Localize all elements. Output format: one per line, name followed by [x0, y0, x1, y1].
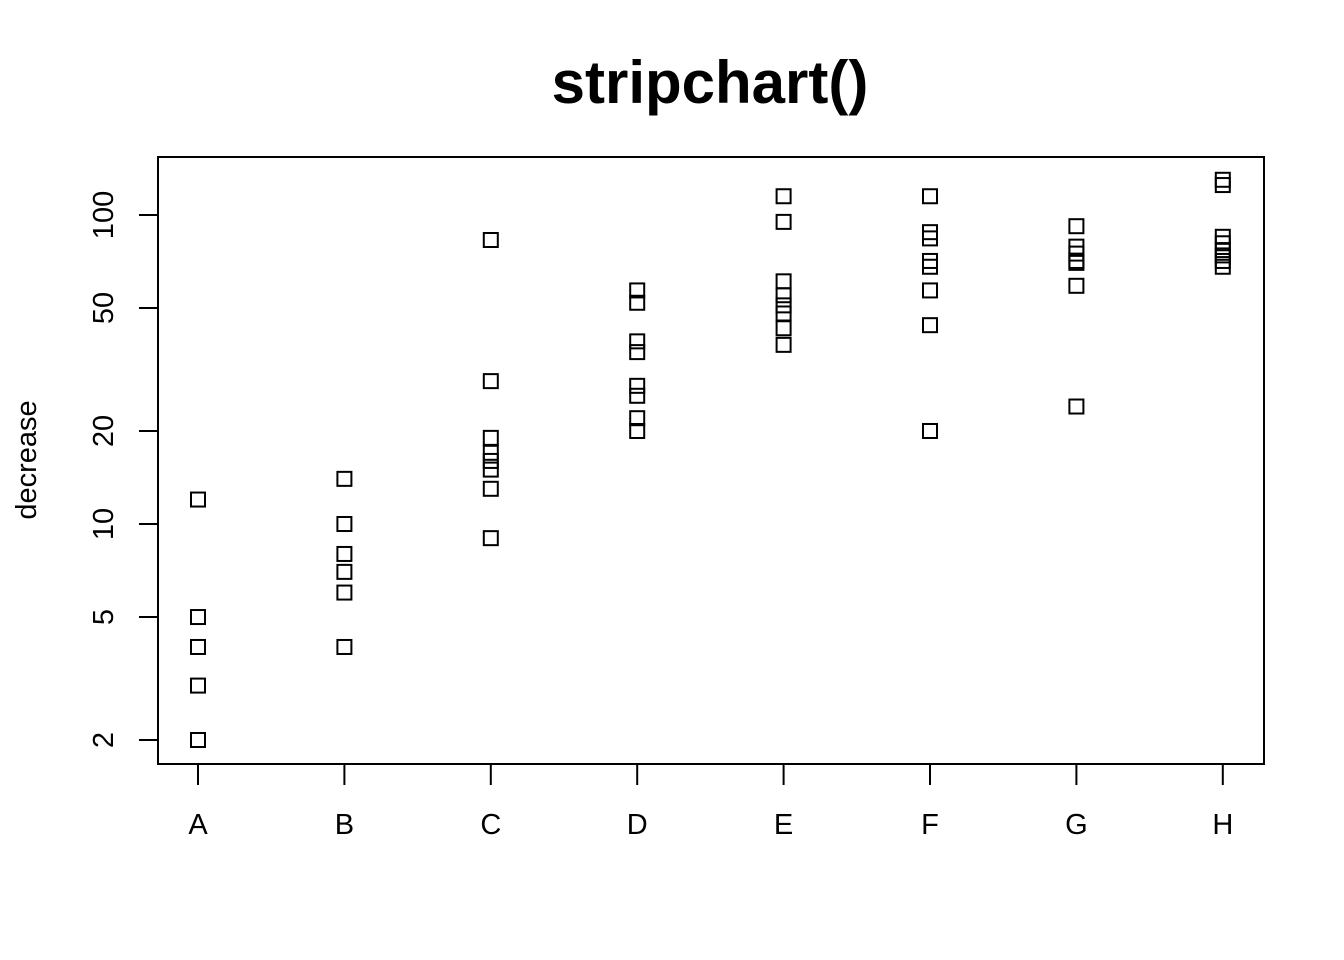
x-tick-label: E — [774, 809, 793, 841]
data-point — [629, 422, 646, 439]
x-tick-label: A — [188, 809, 208, 841]
x-tick-label: C — [480, 809, 501, 841]
data-point — [190, 609, 206, 626]
data-point — [1068, 218, 1085, 235]
x-axis: A B C D E F G H — [188, 764, 1233, 841]
data-point — [1214, 252, 1231, 269]
data-point — [1214, 171, 1231, 188]
data-point — [190, 491, 206, 508]
x-tick-label: G — [1065, 809, 1088, 841]
chart-title: stripchart() — [552, 49, 869, 116]
data-point — [922, 252, 938, 269]
data-point — [629, 377, 646, 394]
y-tick-label: 5 — [88, 609, 120, 625]
y-axis: 2 5 10 20 50 100 — [88, 191, 159, 748]
data-point — [629, 410, 646, 427]
y-tick-label: 50 — [88, 292, 120, 324]
data-point — [336, 563, 353, 580]
data-point — [482, 480, 499, 497]
plot-frame — [157, 156, 1265, 765]
data-point — [775, 213, 792, 230]
data-point — [190, 732, 206, 748]
x-tick-label: B — [335, 809, 354, 841]
x-tick-label: F — [921, 809, 939, 841]
data-point — [922, 188, 938, 205]
data-point — [922, 317, 938, 334]
data-point — [482, 373, 499, 390]
data-point — [482, 461, 499, 478]
y-tick-label: 10 — [88, 508, 120, 540]
data-point — [775, 305, 792, 322]
data-point — [1214, 177, 1231, 194]
y-tick-label: 100 — [88, 191, 120, 239]
data-point — [629, 294, 646, 311]
data-point — [482, 429, 499, 446]
data-point — [775, 320, 792, 337]
data-point — [922, 422, 938, 439]
data-point — [775, 336, 792, 353]
data-point — [190, 638, 206, 655]
x-tick-label: D — [627, 809, 648, 841]
data-point — [336, 470, 353, 487]
data-point — [482, 530, 499, 547]
data-point — [336, 584, 353, 601]
data-point — [1068, 254, 1085, 271]
data-point — [775, 297, 792, 314]
data-point — [775, 287, 792, 304]
data-point — [190, 677, 206, 694]
data-point — [922, 258, 938, 275]
data-point — [482, 232, 499, 249]
data-point — [336, 638, 353, 655]
data-point — [629, 282, 646, 299]
data-points — [190, 171, 1231, 748]
data-point — [1068, 398, 1085, 415]
data-point — [775, 273, 792, 290]
y-tick-label: 2 — [88, 732, 120, 748]
data-point — [482, 444, 499, 461]
y-axis-title: decrease — [11, 400, 43, 519]
data-point — [482, 452, 499, 469]
x-tick-label: H — [1212, 809, 1233, 841]
data-point — [922, 230, 938, 247]
data-point — [922, 282, 938, 299]
data-point — [1068, 277, 1085, 294]
data-point — [336, 516, 353, 533]
data-point — [1214, 258, 1231, 275]
y-tick-label: 20 — [88, 415, 120, 447]
data-point — [336, 545, 353, 562]
data-point — [775, 188, 792, 205]
data-point — [629, 333, 646, 350]
data-point — [629, 344, 646, 361]
data-point — [629, 387, 646, 404]
